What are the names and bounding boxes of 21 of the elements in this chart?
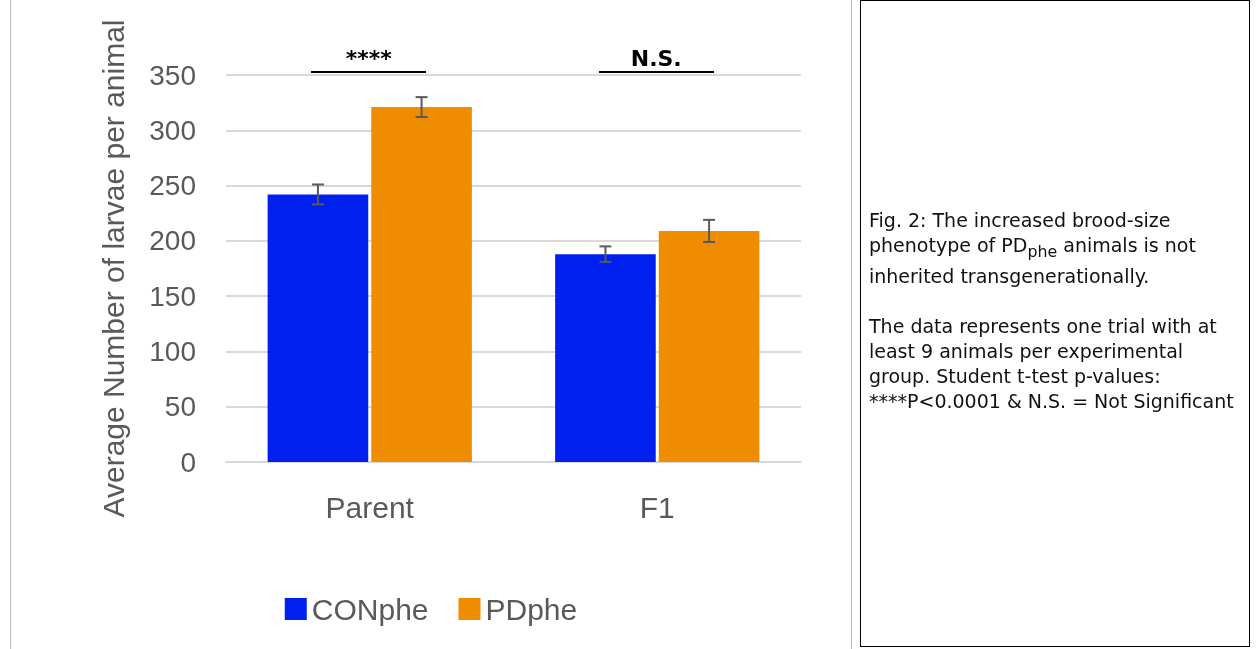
x-tick-label: Parent [325, 490, 415, 524]
bar [371, 107, 472, 462]
caption: Fig. 2: The increased brood-size phenotype of PD$_{phe}$ animals is not inherited transgenerationally. [869, 208, 1197, 289]
legend-label: CONphe [311, 592, 429, 626]
y-tick-label: 200 [149, 225, 196, 257]
y-tick-label: 0 [180, 446, 196, 478]
significance-bracket: N.S. [598, 47, 714, 73]
bar [267, 194, 369, 462]
y-tick-label: 150 [149, 280, 196, 312]
text: The data represents one trial with at least 9 animals per experimental group. Student t-test p-values: ****P<0.0001 & N.S. = Not Significant [869, 313, 1235, 414]
y-tick-label: 250 [149, 170, 196, 202]
y-tick-label: 350 [149, 59, 196, 91]
y-axis-title: Average Number of larvae per animal [96, 19, 130, 518]
x-tick-label: F1 [639, 490, 675, 524]
y-tick-label: 100 [149, 335, 196, 367]
significance-bracket: **** [311, 47, 427, 73]
y-tick-label: 50 [164, 391, 196, 423]
bar [555, 254, 656, 462]
bar [658, 230, 760, 462]
y-tick-label: 300 [149, 114, 196, 146]
legend-label: PDphe [485, 592, 578, 626]
